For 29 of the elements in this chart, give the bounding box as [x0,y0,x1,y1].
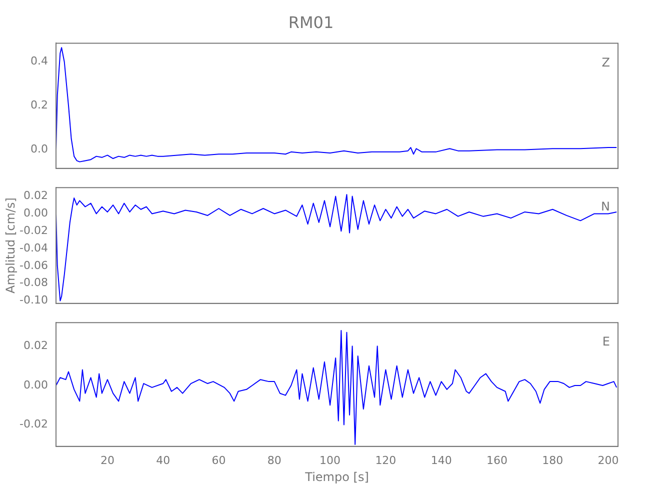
x-axis-title: Tiempo [s] [304,470,369,484]
y-tick-label: 0.00 [24,206,48,220]
x-tick-label: 20 [100,454,114,467]
y-tick-label: 0.0 [30,142,48,156]
x-tick-label: 80 [267,454,282,467]
x-tick-label: 60 [212,454,226,467]
y-tick-label: 0.4 [30,54,48,68]
x-tick-label: 140 [430,454,452,467]
annotation: N [601,200,610,214]
y-tick-label: -0.04 [20,241,48,254]
x-tick-label: 160 [486,454,508,467]
y-tick-label: -0.10 [20,294,48,307]
y-tick-label: -0.08 [20,276,48,290]
y-axis-title: Amplitud [cm/s] [3,198,18,294]
y-tick-label: -0.02 [20,418,48,431]
y-tick-label: 0.02 [24,339,48,352]
y-tick-label: -0.06 [20,258,48,272]
x-tick-label: 180 [542,454,564,467]
y-tick-label: 0.00 [24,378,48,392]
y-tick-label: 0.2 [30,98,48,112]
annotation: E [602,334,610,349]
y-tick-label: 0.02 [24,189,48,202]
x-tick-label: 100 [320,454,341,467]
x-tick-label: 40 [156,454,170,467]
annotation: Z [602,55,610,70]
x-tick-label: 200 [598,454,619,467]
x-tick-label: 120 [375,454,396,467]
y-tick-label: -0.02 [20,224,48,237]
chart-title: RM01 [288,12,334,32]
